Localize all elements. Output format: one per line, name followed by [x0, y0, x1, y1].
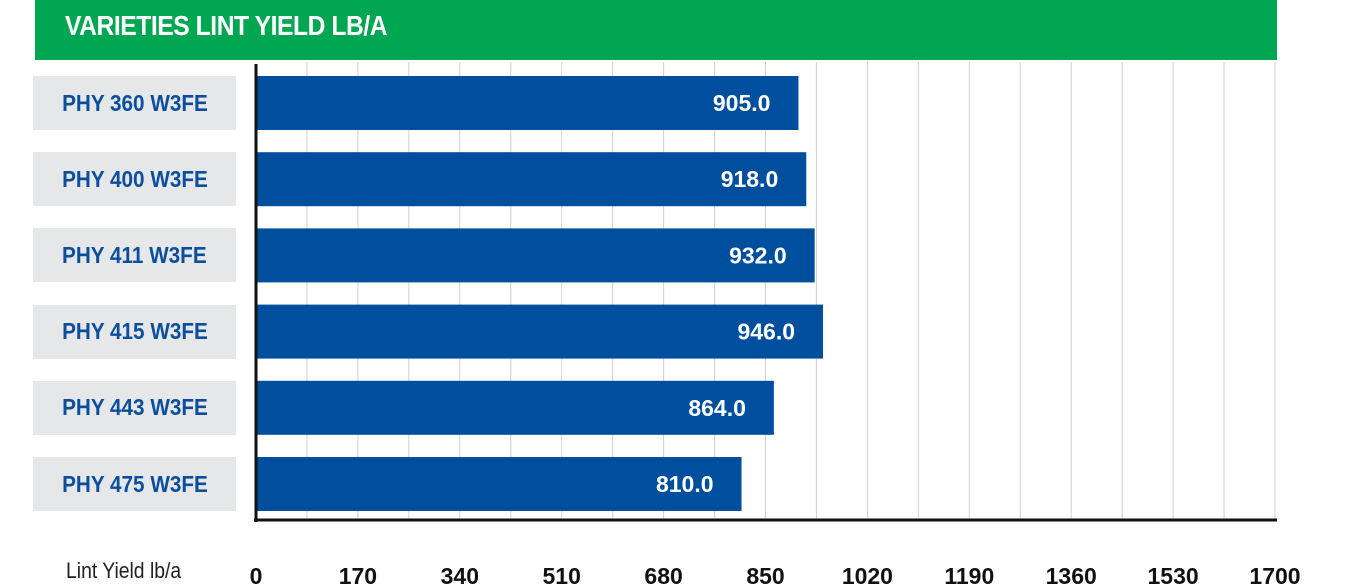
x-tick-label: 170	[339, 563, 377, 584]
bar	[256, 457, 742, 511]
x-tick-label: 680	[644, 563, 682, 584]
bar	[256, 304, 824, 359]
bar-value-label: 918.0	[721, 166, 779, 192]
category-label: PHY 360 W3FE	[61, 89, 208, 116]
bar	[256, 152, 807, 207]
chart-title: VARIETIES LINT YIELD LB/A	[65, 10, 388, 41]
x-tick-label: 510	[543, 563, 581, 584]
x-tick-label: 1190	[944, 563, 994, 584]
x-tick-label: 1530	[1148, 563, 1199, 584]
bar-value-label: 864.0	[688, 395, 746, 421]
category-label: PHY 400 W3FE	[61, 165, 208, 192]
x-tick-label: 1020	[842, 563, 893, 584]
category-label-box: PHY 411 W3FE	[33, 228, 236, 283]
category-label: PHY 475 W3FE	[61, 470, 208, 497]
bar	[256, 380, 774, 435]
category-label: PHY 443 W3FE	[61, 394, 208, 421]
bar-value-label: 810.0	[656, 471, 714, 497]
category-label-box: PHY 400 W3FE	[33, 152, 236, 207]
bar-value-label: 905.0	[713, 90, 771, 116]
category-label: PHY 411 W3FE	[62, 241, 207, 268]
category-label-box: PHY 415 W3FE	[33, 304, 236, 359]
bar	[256, 76, 799, 130]
chart-title-bar: VARIETIES LINT YIELD LB/A	[35, 0, 1277, 60]
x-tick-label: 1360	[1046, 563, 1097, 584]
category-label: PHY 415 W3FE	[61, 318, 208, 345]
category-label-box: PHY 475 W3FE	[33, 457, 236, 511]
bar	[256, 228, 815, 283]
bar-value-label: 946.0	[737, 319, 795, 345]
category-label-box: PHY 443 W3FE	[33, 380, 236, 435]
x-tick-label: 0	[250, 563, 263, 584]
x-tick-label: 340	[441, 563, 479, 584]
category-label-box: PHY 360 W3FE	[33, 76, 236, 130]
x-axis-label: Lint Yield lb/a	[66, 558, 182, 583]
bar-value-label: 932.0	[729, 242, 787, 268]
x-tick-label: 1700	[1249, 563, 1300, 584]
x-tick-label: 850	[746, 563, 784, 584]
